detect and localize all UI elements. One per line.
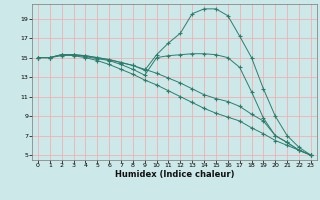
X-axis label: Humidex (Indice chaleur): Humidex (Indice chaleur) <box>115 170 234 179</box>
